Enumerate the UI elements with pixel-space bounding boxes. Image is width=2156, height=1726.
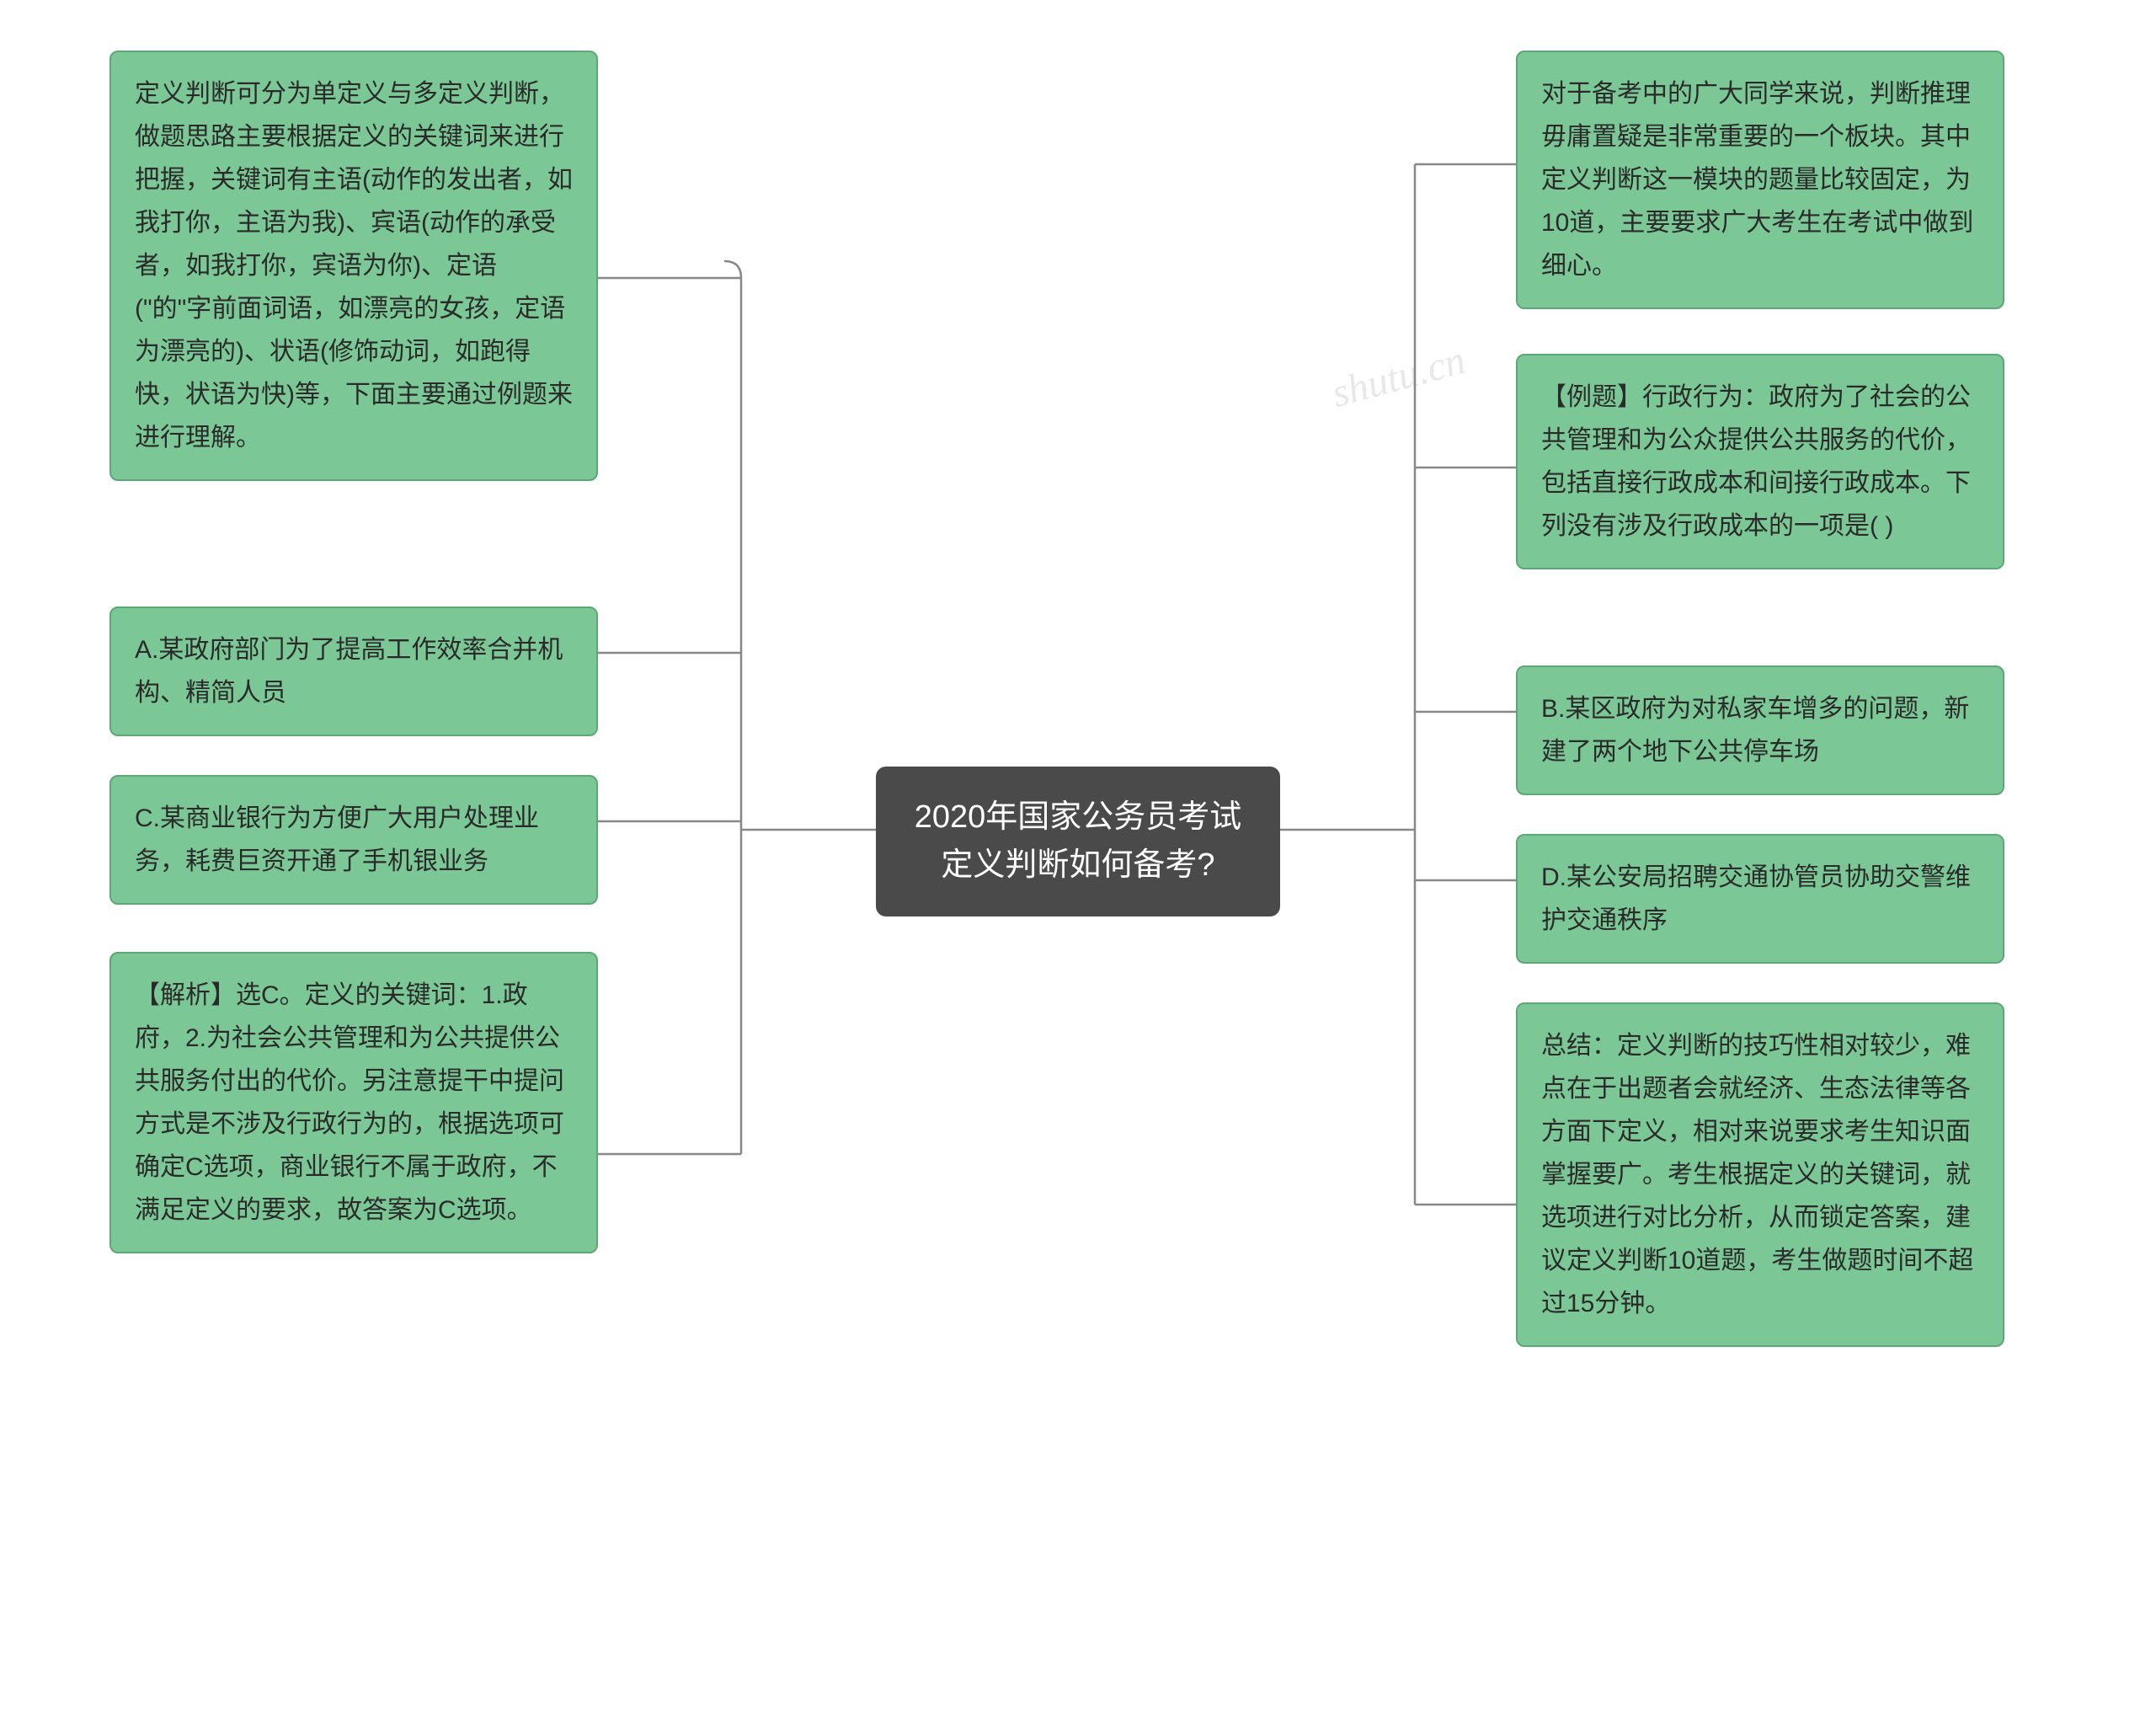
leaf-text: 对于备考中的广大同学来说，判断推理毋庸置疑是非常重要的一个板块。其中定义判断这一… (1541, 80, 1973, 280)
leaf-text: A.某政府部门为了提高工作效率合并机构、精简人员 (135, 636, 563, 707)
right-node-4: D.某公安局招聘交通协管员协助交警维护交通秩序 (1516, 834, 2004, 964)
leaf-text: C.某商业银行为方便广大用户处理业务，耗费巨资开通了手机银业务 (135, 804, 539, 875)
left-node-4: 【解析】选C。定义的关键词：1.政府，2.为社会公共管理和为公共提供公共服务付出… (109, 952, 598, 1253)
right-node-3: B.某区政府为对私家车增多的问题，新建了两个地下公共停车场 (1516, 665, 2004, 795)
watermark: shutu.cn (1327, 337, 1470, 417)
right-node-2: 【例题】行政行为：政府为了社会的公共管理和为公众提供公共服务的代价，包括直接行政… (1516, 354, 2004, 569)
left-node-2: A.某政府部门为了提高工作效率合并机构、精简人员 (109, 607, 598, 736)
mindmap-center: 2020年国家公务员考试定义判断如何备考? (876, 767, 1280, 916)
center-title: 2020年国家公务员考试定义判断如何备考? (915, 799, 1242, 883)
left-node-1: 定义判断可分为单定义与多定义判断，做题思路主要根据定义的关键词来进行把握，关键词… (109, 51, 598, 481)
leaf-text: B.某区政府为对私家车增多的问题，新建了两个地下公共停车场 (1541, 695, 1969, 766)
leaf-text: 定义判断可分为单定义与多定义判断，做题思路主要根据定义的关键词来进行把握，关键词… (135, 80, 573, 452)
left-node-3: C.某商业银行为方便广大用户处理业务，耗费巨资开通了手机银业务 (109, 775, 598, 905)
leaf-text: 【解析】选C。定义的关键词：1.政府，2.为社会公共管理和为公共提供公共服务付出… (135, 981, 564, 1224)
leaf-text: 总结：定义判断的技巧性相对较少，难点在于出题者会就经济、生态法律等各方面下定义，… (1541, 1032, 1973, 1317)
right-node-1: 对于备考中的广大同学来说，判断推理毋庸置疑是非常重要的一个板块。其中定义判断这一… (1516, 51, 2004, 309)
leaf-text: 【例题】行政行为：政府为了社会的公共管理和为公众提供公共服务的代价，包括直接行政… (1541, 383, 1971, 540)
right-node-5: 总结：定义判断的技巧性相对较少，难点在于出题者会就经济、生态法律等各方面下定义，… (1516, 1002, 2004, 1347)
leaf-text: D.某公安局招聘交通协管员协助交警维护交通秩序 (1541, 863, 1971, 934)
